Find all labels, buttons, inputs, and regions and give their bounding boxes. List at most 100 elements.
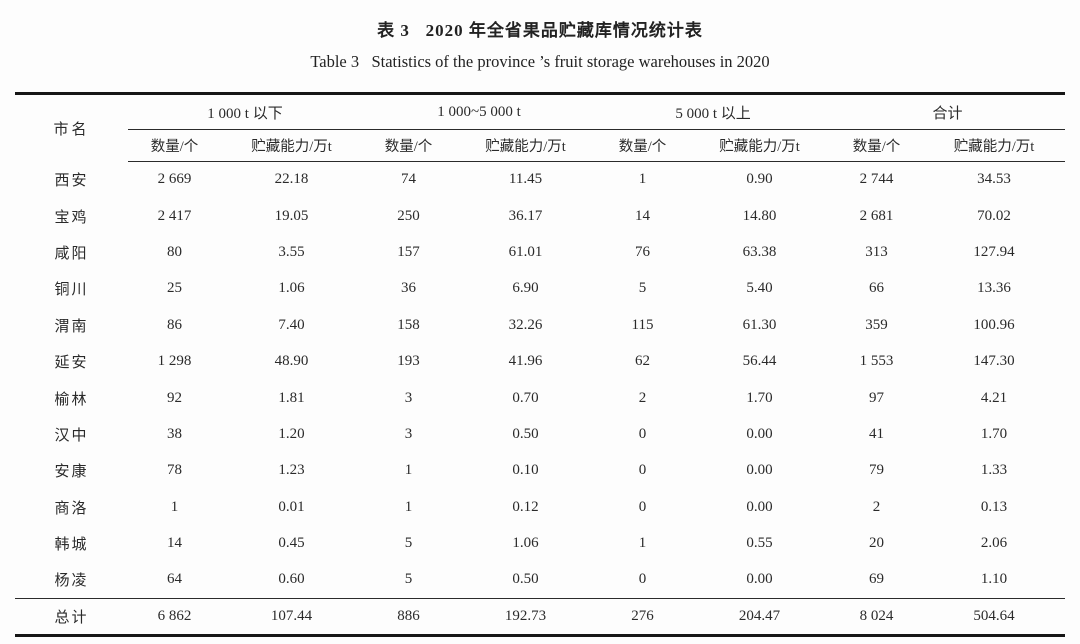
table-row: 咸阳 80 3.55 157 61.01 76 63.38 313 127.94 [15,234,1065,270]
value-cell: 1.70 [746,389,773,406]
value-cell: 250 [397,207,420,224]
value-cell: 0.13 [980,498,1008,515]
value-cell: 0.50 [512,425,539,442]
value-cell: 2 417 [157,207,192,224]
sub-header-row: 数量/个 贮藏能力/万t 数量/个 贮藏能力/万t 数量/个 贮藏能力/万t 数… [15,129,1066,162]
table-row: 韩城 14 0.45 5 1.06 1 0.55 20 2.06 [15,525,1065,561]
value-cell: 13.36 [977,280,1011,297]
value-cell: 1.06 [512,535,539,552]
value-cell: 62 [635,353,651,370]
table-row: 商洛 1 0.01 1 0.12 0 0.00 2 0.13 [15,489,1065,525]
value-cell: 115 [631,316,654,333]
value-cell: 1 [404,462,413,479]
value-cell: 97 [869,389,885,406]
value-cell: 1 [638,535,647,552]
value-cell: 79 [869,462,885,479]
value-cell: 2 744 [859,171,894,188]
value-cell: 127.94 [973,243,1015,260]
table-row: 杨凌 64 0.60 5 0.50 0 0.00 69 1.10 [15,562,1065,598]
total-value-cell: 6 862 [128,597,221,636]
value-cell: 100.96 [973,316,1015,333]
sub-header-quantity: 数量/个 [128,129,221,162]
city-cell: 渭南 [54,318,89,335]
sub-header-quantity: 数量/个 [362,129,456,162]
value-cell: 19.05 [274,207,309,224]
total-row: 总计 6 862 107.44 886 192.73 276 204.47 8 … [15,597,1066,636]
total-value-cell: 192.73 [455,597,597,636]
value-cell: 0.70 [512,389,539,406]
sub-header-capacity: 贮藏能力/万t [923,129,1066,162]
sub-header-capacity: 贮藏能力/万t [455,129,597,162]
value-cell: 2 669 [157,171,192,188]
value-cell: 0 [638,498,647,515]
value-cell: 61.01 [508,243,543,260]
value-cell: 36.17 [508,207,543,224]
value-cell: 0.50 [512,571,539,588]
value-cell: 0.00 [746,462,773,479]
total-value-cell: 886 [362,597,456,636]
value-cell: 61.30 [742,316,777,333]
value-cell: 0.00 [746,571,773,588]
value-cell: 2.06 [980,535,1008,552]
value-cell: 157 [397,243,420,260]
value-cell: 92 [167,389,182,406]
value-cell: 5.40 [746,280,773,297]
table-row: 铜川 25 1.06 36 6.90 5 5.40 66 13.36 [15,271,1065,307]
city-cell: 安康 [54,464,89,481]
table-row: 汉中 38 1.20 3 0.50 0 0.00 41 1.70 [15,416,1065,452]
column-header-city: 市名 [53,121,90,138]
city-cell: 延安 [54,355,89,372]
value-cell: 34.53 [977,171,1011,188]
total-value-cell: 8 024 [830,597,924,636]
value-cell: 32.26 [508,316,543,333]
value-cell: 7.40 [278,316,305,333]
table-body: 西安 2 669 22.18 74 11.45 1 0.90 2 744 34.53 宝鸡 2 41… [15,162,1065,599]
value-cell: 158 [397,316,420,333]
value-cell: 4.21 [980,389,1008,406]
sub-header-quantity: 数量/个 [830,129,924,162]
value-cell: 0.00 [746,425,773,442]
value-cell: 70.02 [977,207,1011,224]
city-cell: 铜川 [54,282,89,299]
sub-header-quantity: 数量/个 [596,129,690,162]
city-cell: 韩城 [54,537,89,554]
group-header-over-5000t: 5 000 t 以上 [596,93,831,130]
value-cell: 64 [167,571,182,588]
value-cell: 193 [397,353,420,370]
table-footer: 总计 6 862 107.44 886 192.73 276 204.47 8 … [15,597,1066,636]
value-cell: 0 [638,425,647,442]
total-label-cell: 总计 [15,597,128,636]
value-cell: 56.44 [742,353,777,370]
table-row: 榆林 92 1.81 3 0.70 2 1.70 97 4.21 [15,380,1065,416]
group-header-row: 市名 1 000 t 以下 1 000~5 000 t 5 000 t 以上 合… [15,93,1066,138]
value-cell: 1.06 [278,280,305,297]
total-value-cell: 204.47 [689,597,831,636]
value-cell: 36 [401,280,417,297]
table-row: 宝鸡 2 417 19.05 250 36.17 14 14.80 2 681 70.02 [15,198,1065,234]
value-cell: 3 [404,425,413,442]
total-value-cell: 504.64 [923,597,1066,636]
value-cell: 80 [167,243,182,260]
value-cell: 0.55 [746,535,773,552]
value-cell: 313 [865,243,888,260]
value-cell: 11.45 [508,171,543,188]
value-cell: 0.10 [512,462,539,479]
value-cell: 69 [869,571,885,588]
city-cell: 西安 [54,173,89,190]
sub-header-capacity: 贮藏能力/万t [689,129,831,162]
group-header-under-1000t: 1 000 t 以下 [128,93,363,130]
value-cell: 0 [638,571,647,588]
total-value-cell: 107.44 [221,597,363,636]
value-cell: 76 [635,243,651,260]
value-cell: 1.23 [278,462,305,479]
value-cell: 3 [404,389,413,406]
city-cell: 杨凌 [54,573,89,590]
value-cell: 1.33 [980,462,1008,479]
value-cell: 0.00 [746,498,773,515]
value-cell: 14 [635,207,651,224]
value-cell: 0.01 [278,498,305,515]
value-cell: 25 [167,280,182,297]
value-cell: 86 [167,316,182,333]
value-cell: 78 [167,462,182,479]
value-cell: 359 [865,316,888,333]
